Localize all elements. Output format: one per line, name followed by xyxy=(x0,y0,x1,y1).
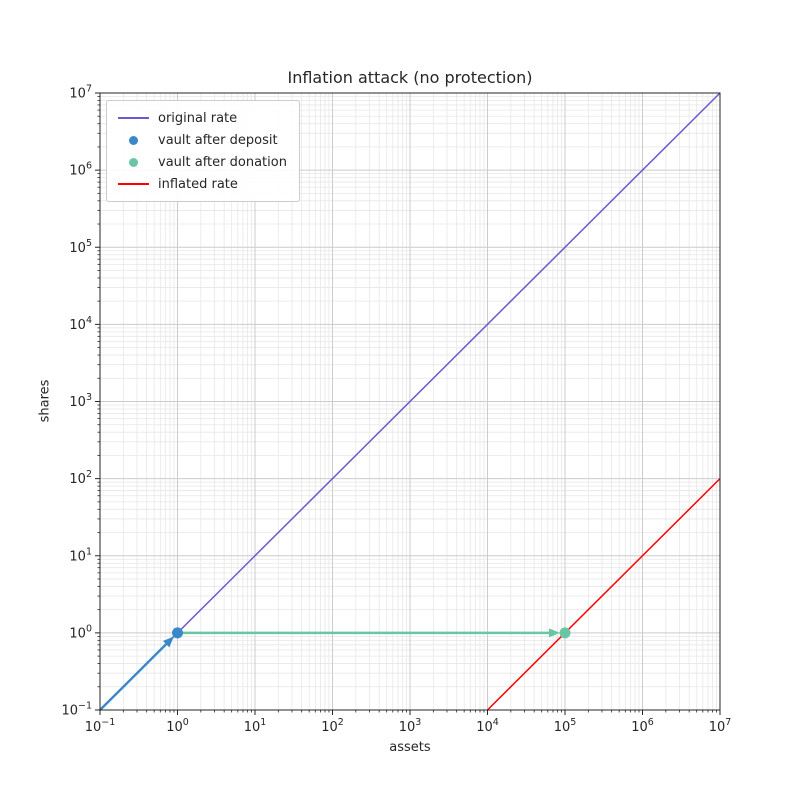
series-line-inflated-rate xyxy=(486,478,721,711)
y-axis-label: shares xyxy=(37,379,53,423)
chart-title: Inflation attack (no protection) xyxy=(287,68,533,87)
legend-item-original-rate: original rate xyxy=(117,107,287,129)
legend-dot-swatch xyxy=(117,135,149,145)
y-tick-label: 100 xyxy=(69,623,92,641)
x-tick-label: 105 xyxy=(554,717,577,735)
legend-line-swatch xyxy=(117,117,149,119)
x-tick-label: 106 xyxy=(631,717,654,735)
x-tick-label: 103 xyxy=(399,717,422,735)
x-tick-label: 101 xyxy=(244,717,267,735)
legend-item-vault-after-deposit: vault after deposit xyxy=(117,129,287,151)
x-axis-label: assets xyxy=(389,740,431,755)
y-tick-label: 107 xyxy=(69,84,92,102)
y-tick-label: 10−1 xyxy=(61,701,92,719)
y-tick-label: 106 xyxy=(69,161,92,179)
legend-label: vault after deposit xyxy=(158,132,278,148)
legend-label: vault after donation xyxy=(158,154,287,170)
x-tick-label: 104 xyxy=(476,717,499,735)
dot-swatch-icon xyxy=(128,135,138,145)
legend-label: inflated rate xyxy=(158,176,238,192)
donation-arrow-head xyxy=(549,628,560,638)
deposit-arrow-shaft xyxy=(99,641,169,711)
x-tick-label: 10−1 xyxy=(85,717,116,735)
line-swatch-icon xyxy=(117,117,149,119)
legend-item-inflated-rate: inflated rate xyxy=(117,173,287,195)
deposit-arrow-head xyxy=(162,636,174,648)
legend-line-swatch xyxy=(117,183,149,185)
dot-swatch-icon xyxy=(128,157,138,167)
x-tick-label: 100 xyxy=(166,717,189,735)
legend-item-vault-after-donation: vault after donation xyxy=(117,151,287,173)
point-vault-after-deposit xyxy=(172,627,183,639)
legend-label: original rate xyxy=(158,110,238,126)
y-tick-label: 101 xyxy=(69,546,92,564)
x-tick-label: 107 xyxy=(709,717,732,735)
y-tick-label: 105 xyxy=(69,238,92,256)
y-tick-label: 103 xyxy=(69,392,92,410)
y-tick-label: 102 xyxy=(69,469,92,487)
x-tick-label: 102 xyxy=(321,717,344,735)
y-tick-label: 104 xyxy=(69,315,92,333)
legend-dot-swatch xyxy=(117,157,149,167)
legend: original rate vault after deposit vault af… xyxy=(106,100,300,202)
line-swatch-icon xyxy=(117,183,149,185)
series-line-original-rate xyxy=(99,92,721,711)
point-vault-after-donation xyxy=(559,627,571,639)
